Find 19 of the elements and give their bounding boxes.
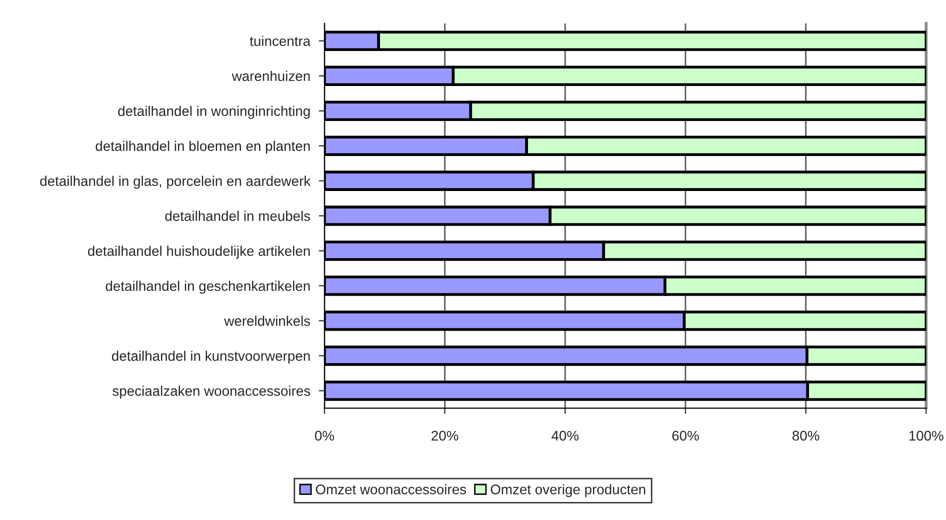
legend-label: Omzet overige producten: [490, 484, 646, 498]
y-tick-label: detailhandel huishoudelijke artikelen: [88, 246, 310, 259]
y-tick-label: detailhandel in kunstvoorwerpen: [112, 350, 310, 364]
x-tick-label: 100%: [909, 430, 944, 441]
y-tick-label: detailhandel in bloemen en planten: [96, 140, 310, 154]
y-tick-label: warenhuizen: [232, 70, 310, 82]
x-tick-label: 40%: [552, 430, 579, 441]
x-tick-label: 60%: [672, 430, 699, 441]
y-tick-label: detailhandel in glas, porcelein en aardewerk: [40, 176, 311, 189]
x-tick-label: 80%: [792, 430, 820, 441]
y-tick-label: wereldwinkels: [224, 316, 310, 326]
legend-label: Omzet woonaccessoires: [316, 484, 466, 494]
y-tick-label: tuincentra: [250, 36, 311, 46]
x-tick-label: 0%: [314, 430, 334, 441]
y-tick-label: detailhandel in woninginrichting: [118, 106, 310, 119]
y-tick-label: speciaalzaken woonaccessoires: [112, 386, 310, 399]
y-tick-label: detailhandel in geschenkartikelen: [106, 280, 310, 294]
x-tick-label: 20%: [432, 430, 458, 441]
y-tick-label: detailhandel in meubels: [165, 210, 310, 221]
